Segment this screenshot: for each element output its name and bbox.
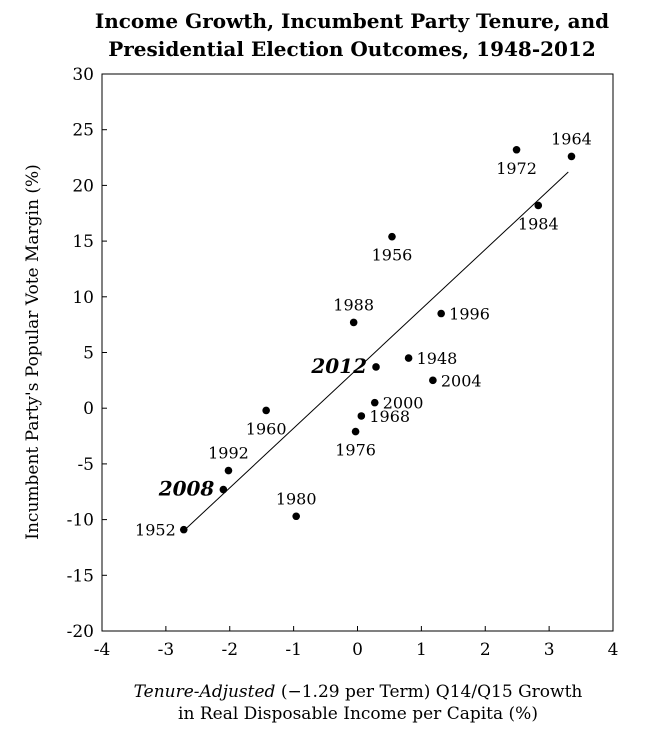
data-point [370, 398, 379, 407]
data-point [179, 525, 188, 534]
point-label: 1952 [135, 521, 176, 540]
x-axis: -4 -3 -2 -1 0 1 2 3 4 [94, 626, 619, 660]
data-point [349, 318, 358, 327]
y-tick-label: -15 [67, 566, 94, 586]
point-label: 2008 [158, 477, 215, 501]
point-label: 2012 [310, 354, 367, 378]
data-point [388, 232, 396, 241]
data-point [224, 466, 233, 475]
data-points: 1948 1952 1956 1960 1964 1968 1972 1976 1980 1984… [135, 129, 592, 539]
point-label: 1996 [449, 305, 490, 324]
data-point [262, 406, 270, 415]
x-tick-label: -1 [285, 640, 302, 660]
x-tick-label: -4 [94, 640, 111, 660]
point-label: 2000 [383, 394, 424, 413]
point-label: 1980 [276, 489, 317, 508]
data-point [292, 512, 300, 521]
data-point [351, 427, 360, 436]
point-label: 1972 [496, 159, 537, 178]
point-label: 1948 [417, 349, 458, 368]
point-label: 1964 [551, 129, 592, 148]
y-tick-label: -20 [67, 622, 94, 642]
y-tick-label: -10 [67, 511, 94, 531]
data-point [219, 485, 228, 494]
x-tick-label: 3 [544, 640, 555, 660]
point-label: 1956 [372, 246, 413, 265]
data-point [437, 309, 445, 318]
x-tick-label: 4 [608, 640, 619, 660]
x-tick-label: 2 [480, 640, 491, 660]
data-point [534, 201, 543, 210]
y-tick-label: 10 [72, 288, 94, 308]
data-point [512, 145, 521, 154]
point-label: 1984 [518, 214, 559, 233]
chart-title-line-2: Presidential Election Outcomes, 1948-201… [108, 37, 596, 61]
x-axis-label-line-2: in Real Disposable Income per Capita (%) [178, 704, 538, 724]
y-tick-label: 5 [83, 344, 94, 364]
x-tick-label: -3 [158, 640, 175, 660]
point-label: 1976 [335, 441, 376, 460]
y-tick-label: 25 [72, 121, 94, 141]
data-point [357, 412, 366, 420]
y-tick-label: -5 [77, 455, 94, 475]
x-axis-label-line-1: Tenure-Adjusted (−1.29 per Term) Q14/Q15… [134, 682, 583, 702]
data-point [567, 152, 576, 161]
point-label: 1960 [246, 419, 287, 438]
y-axis: -20 -15 -10 -5 0 5 10 15 20 25 30 [67, 65, 107, 642]
x-tick-label: -2 [221, 640, 238, 660]
x-axis-label-rest: (−1.29 per Term) Q14/Q15 Growth [275, 682, 582, 702]
data-point [404, 354, 413, 362]
chart-title-line-1: Income Growth, Incumbent Party Tenure, a… [95, 9, 609, 33]
point-label: 1968 [369, 407, 410, 426]
point-label: 1992 [208, 444, 249, 463]
y-tick-label: 15 [72, 232, 94, 252]
y-axis-label: Incumbent Party's Popular Vote Margin (%… [23, 164, 43, 539]
regression-line [183, 171, 569, 532]
point-label: 1988 [333, 295, 374, 314]
y-tick-label: 0 [83, 399, 94, 419]
point-label: 2004 [441, 371, 482, 390]
x-axis-label-italic: Tenure-Adjusted [134, 682, 276, 702]
x-tick-label: 0 [352, 640, 363, 660]
y-tick-label: 20 [72, 176, 94, 196]
data-point [429, 376, 437, 385]
x-tick-label: 1 [416, 640, 427, 660]
y-tick-label: 30 [72, 65, 94, 85]
data-point [372, 363, 380, 371]
